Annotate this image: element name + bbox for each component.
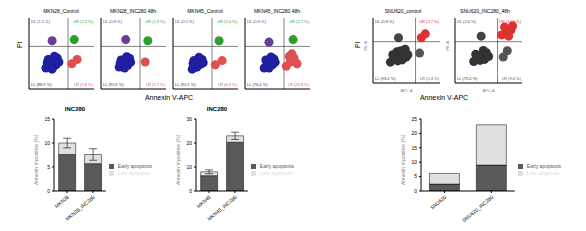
html-text:SNU620_control: SNU620_control: [384, 8, 422, 14]
html-text:UR (2.4 %): UR (2.4 %): [73, 19, 93, 24]
svg-text:10: 10: [186, 164, 192, 170]
html-text:LL (91.6 %): LL (91.6 %): [103, 82, 124, 87]
html-text:MKN28_Control: MKN28_Control: [43, 8, 79, 14]
html-text:LL (76.4 %): LL (76.4 %): [247, 82, 268, 87]
html-text:UL (0.6 %): UL (0.6 %): [247, 19, 266, 24]
html-text:LR (20.3 %): LR (20.3 %): [287, 82, 309, 87]
html-text:INC280: INC280: [64, 106, 86, 112]
html-text:LR (5.7 %): LR (5.7 %): [145, 82, 165, 87]
html-text:UR (1.6 %): UR (1.6 %): [217, 19, 237, 24]
svg-text:0: 0: [189, 188, 192, 194]
html-text:UR (1.9 %): UR (1.9 %): [145, 19, 165, 24]
html-text:UR (3.7 %): UR (3.7 %): [419, 19, 439, 24]
html-text:LR (7.6 %): LR (7.6 %): [73, 82, 93, 87]
html-text:INC280: INC280: [206, 106, 228, 112]
html-text:Late apoptosis: Late apoptosis: [117, 169, 151, 176]
svg-text:PE-A: PE-A: [364, 41, 368, 51]
svg-text:5: 5: [47, 164, 50, 170]
html-text:Late apoptosis: Late apoptosis: [259, 169, 293, 176]
html-text:LL (91.5 %): LL (91.5 %): [175, 82, 196, 87]
svg-text:Annexin V-positive (%): Annexin V-positive (%): [400, 134, 406, 185]
html-text:Early apoptosis: Early apoptosis: [526, 162, 561, 169]
svg-text:SNU620: SNU620: [429, 194, 448, 211]
html-text:Late apoptosis: Late apoptosis: [526, 169, 560, 176]
html-text:Annexin V-APC: Annexin V-APC: [419, 94, 469, 101]
html-text:LR (9.0 %): LR (9.0 %): [501, 76, 521, 81]
html-text:LL (93.1 %): LL (93.1 %): [375, 76, 396, 81]
html-text:LL (88.9 %): LL (88.9 %): [31, 82, 52, 87]
svg-text:0: 0: [414, 188, 417, 194]
html-text:LL (75.0 %): LL (75.0 %): [457, 76, 478, 81]
html-text:UL (0.8 %): UL (0.8 %): [103, 19, 122, 24]
html-text:MKN28_INC280 48h: MKN28_INC280 48h: [109, 8, 157, 14]
svg-text:APC-A: APC-A: [400, 88, 413, 92]
html-text:UL (1.1 %): UL (1.1 %): [31, 19, 50, 24]
html-text:UR (14.0 %): UR (14.0 %): [499, 19, 521, 24]
html-text:MKN45_Control: MKN45_Control: [187, 8, 223, 14]
svg-text:Annexin V-positive (%): Annexin V-positive (%): [175, 134, 181, 185]
svg-text:PE-A: PE-A: [446, 41, 450, 51]
svg-text:MKN45_INC280: MKN45_INC280: [206, 194, 238, 222]
svg-text:SNU620_INC280: SNU620_INC280: [461, 194, 495, 223]
html-text:Early apoptosis: Early apoptosis: [259, 162, 294, 169]
html-text:UL (0.8 %): UL (0.8 %): [375, 19, 394, 24]
html-text:Annexin V-APC: Annexin V-APC: [144, 94, 194, 101]
svg-text:Annexin V-positive (%): Annexin V-positive (%): [33, 134, 39, 185]
html-text:LR (6.4 %): LR (6.4 %): [217, 82, 237, 87]
svg-text:APC-A: APC-A: [482, 88, 495, 92]
svg-text:15: 15: [44, 116, 50, 122]
svg-text:15: 15: [411, 145, 417, 151]
svg-text:10: 10: [44, 140, 50, 146]
svg-text:MKN28_INC280: MKN28_INC280: [64, 194, 96, 222]
html-text:UL (0.5 %): UL (0.5 %): [175, 19, 194, 24]
svg-text:20: 20: [186, 140, 192, 146]
svg-text:30: 30: [186, 116, 192, 122]
svg-text:5: 5: [414, 173, 417, 179]
svg-text:MKN28: MKN28: [53, 194, 70, 209]
html-text:MKN45_INC280 48h: MKN45_INC280 48h: [253, 8, 301, 14]
svg-text:0: 0: [47, 188, 50, 194]
svg-text:MKN45: MKN45: [195, 194, 212, 209]
svg-text:10: 10: [411, 159, 417, 165]
html-text:LR (2.4 %): LR (2.4 %): [419, 76, 439, 81]
html-text:UL (2.0 %): UL (2.0 %): [457, 19, 476, 24]
svg-text:20: 20: [411, 130, 417, 136]
html-text:SNU620_INC280_48h: SNU620_INC280_48h: [460, 8, 510, 14]
html-text:PI: PI: [16, 41, 23, 48]
svg-text:25: 25: [411, 116, 417, 122]
html-text:Early apoptosis: Early apoptosis: [117, 162, 152, 169]
html-text:UR (2.7 %): UR (2.7 %): [289, 19, 309, 24]
html-text:PI: PI: [354, 41, 361, 48]
